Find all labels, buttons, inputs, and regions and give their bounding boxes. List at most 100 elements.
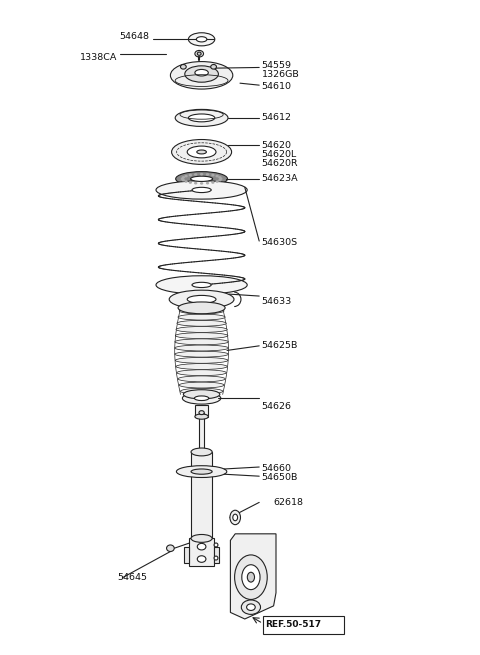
Ellipse shape <box>187 146 216 158</box>
Ellipse shape <box>199 450 204 454</box>
Text: 54610: 54610 <box>262 82 292 91</box>
Ellipse shape <box>211 181 215 184</box>
Ellipse shape <box>197 52 201 55</box>
Ellipse shape <box>194 182 197 185</box>
Ellipse shape <box>200 173 204 176</box>
Ellipse shape <box>219 178 222 180</box>
Ellipse shape <box>211 64 216 69</box>
Ellipse shape <box>192 187 211 193</box>
Ellipse shape <box>191 176 213 181</box>
Ellipse shape <box>247 604 255 610</box>
Ellipse shape <box>176 172 228 186</box>
Ellipse shape <box>175 358 228 364</box>
Ellipse shape <box>214 556 218 560</box>
Ellipse shape <box>242 565 260 590</box>
Text: 54620R: 54620R <box>262 159 298 168</box>
Ellipse shape <box>179 308 224 314</box>
Ellipse shape <box>218 176 222 179</box>
Ellipse shape <box>214 543 218 547</box>
Ellipse shape <box>175 339 228 345</box>
Ellipse shape <box>182 392 221 404</box>
Ellipse shape <box>191 534 212 542</box>
Ellipse shape <box>175 351 228 357</box>
Ellipse shape <box>218 179 222 181</box>
Ellipse shape <box>185 66 218 82</box>
Text: 54623A: 54623A <box>262 174 298 183</box>
Ellipse shape <box>195 414 208 419</box>
Ellipse shape <box>181 176 185 179</box>
Text: 54620L: 54620L <box>262 150 297 159</box>
Ellipse shape <box>230 510 240 525</box>
Ellipse shape <box>183 390 220 399</box>
Ellipse shape <box>206 182 209 185</box>
Ellipse shape <box>177 320 226 326</box>
Ellipse shape <box>199 411 204 415</box>
Polygon shape <box>230 534 276 619</box>
Text: 54620: 54620 <box>262 141 292 150</box>
Ellipse shape <box>180 388 223 394</box>
Text: 54630S: 54630S <box>262 238 298 247</box>
Ellipse shape <box>200 182 204 185</box>
Ellipse shape <box>169 290 234 309</box>
Ellipse shape <box>235 555 267 599</box>
Ellipse shape <box>176 327 227 332</box>
Text: 54559: 54559 <box>262 61 292 70</box>
Ellipse shape <box>179 382 224 388</box>
Bar <box>189 538 214 566</box>
Ellipse shape <box>177 370 226 375</box>
Ellipse shape <box>175 333 228 339</box>
Bar <box>195 405 208 417</box>
Ellipse shape <box>184 180 188 183</box>
Text: REF.50-517: REF.50-517 <box>265 620 321 629</box>
Ellipse shape <box>194 396 209 401</box>
Ellipse shape <box>184 175 188 178</box>
Ellipse shape <box>156 276 247 294</box>
Ellipse shape <box>192 282 211 288</box>
Text: 54645: 54645 <box>118 573 148 582</box>
Ellipse shape <box>191 448 212 456</box>
Ellipse shape <box>191 469 212 474</box>
Bar <box>199 413 204 452</box>
Ellipse shape <box>180 64 186 69</box>
Ellipse shape <box>167 545 174 552</box>
Text: 54648: 54648 <box>119 31 149 41</box>
Text: 54650B: 54650B <box>262 473 298 482</box>
Ellipse shape <box>170 62 233 89</box>
Ellipse shape <box>216 175 219 178</box>
Ellipse shape <box>156 181 247 199</box>
Ellipse shape <box>180 178 184 180</box>
Ellipse shape <box>189 174 192 176</box>
Ellipse shape <box>195 50 204 57</box>
Ellipse shape <box>172 140 232 164</box>
Text: 1338CA: 1338CA <box>80 53 118 62</box>
Ellipse shape <box>178 314 225 320</box>
Ellipse shape <box>188 114 215 122</box>
Bar <box>184 547 189 563</box>
Ellipse shape <box>177 466 227 477</box>
Ellipse shape <box>189 181 192 184</box>
Ellipse shape <box>216 180 219 183</box>
Ellipse shape <box>178 376 225 382</box>
Ellipse shape <box>241 600 261 614</box>
Bar <box>214 547 219 563</box>
Ellipse shape <box>247 572 254 582</box>
Bar <box>191 452 212 538</box>
Ellipse shape <box>187 295 216 303</box>
Text: 54626: 54626 <box>262 402 292 411</box>
Ellipse shape <box>197 555 206 562</box>
Ellipse shape <box>194 173 197 176</box>
Text: 62618: 62618 <box>274 498 303 507</box>
Ellipse shape <box>195 69 208 76</box>
Ellipse shape <box>176 364 227 369</box>
Ellipse shape <box>175 345 228 351</box>
Text: 1326GB: 1326GB <box>262 69 300 79</box>
Text: 54625B: 54625B <box>262 341 298 350</box>
Ellipse shape <box>233 514 238 521</box>
Ellipse shape <box>211 174 215 176</box>
Text: 54612: 54612 <box>262 113 292 122</box>
Ellipse shape <box>181 179 185 181</box>
Ellipse shape <box>197 544 206 550</box>
Ellipse shape <box>197 150 206 154</box>
Ellipse shape <box>196 37 207 42</box>
Text: 54633: 54633 <box>262 297 292 306</box>
